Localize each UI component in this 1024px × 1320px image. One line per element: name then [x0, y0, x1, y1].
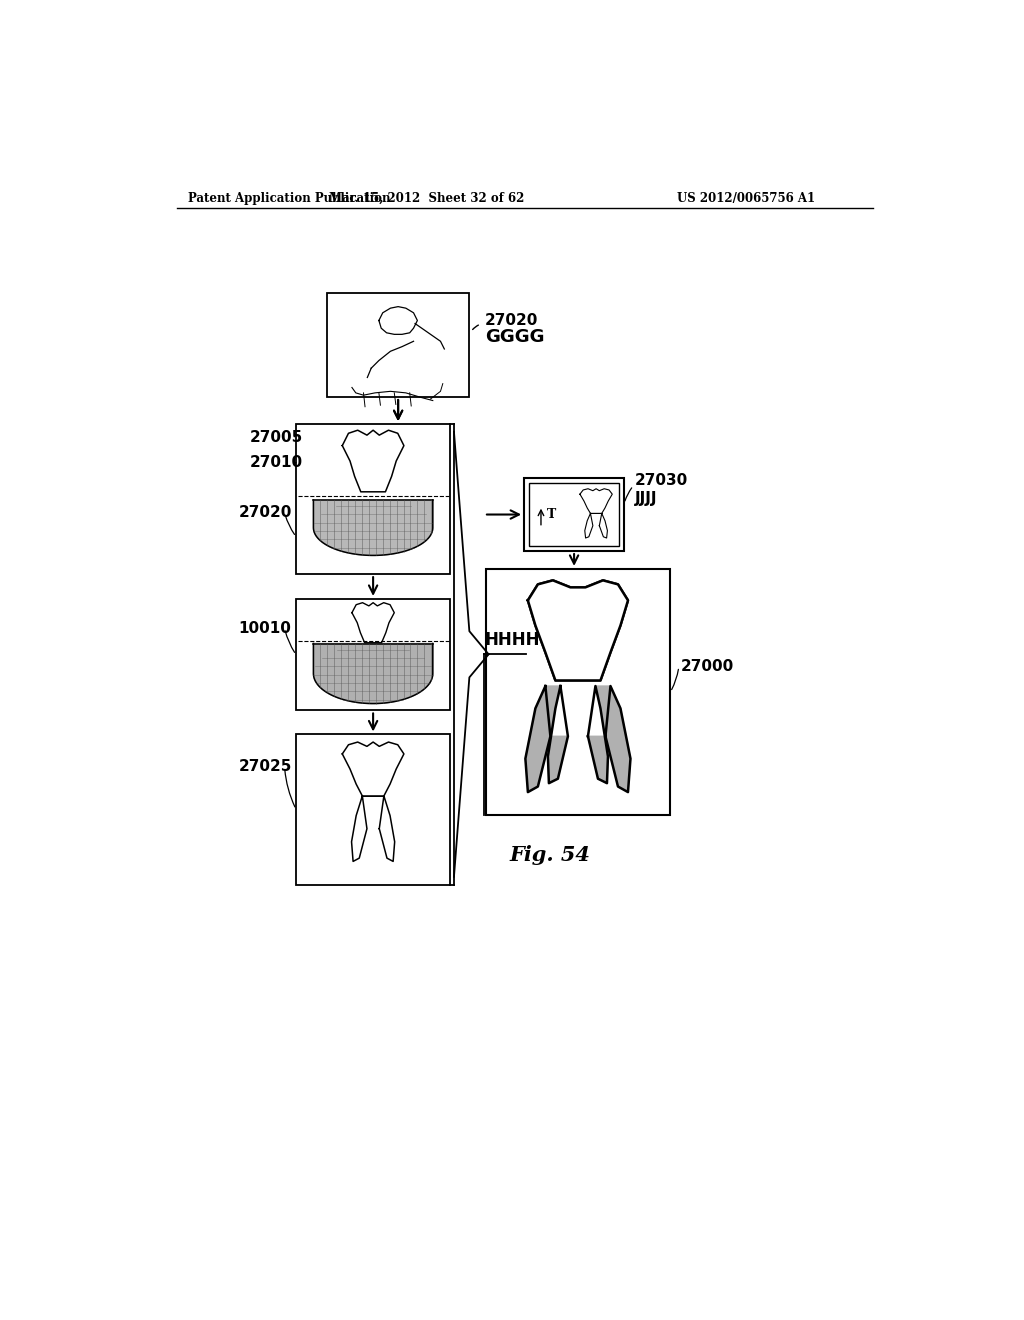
Polygon shape [580, 488, 612, 513]
Polygon shape [352, 603, 394, 643]
Polygon shape [525, 686, 568, 792]
Text: Mar. 15, 2012  Sheet 32 of 62: Mar. 15, 2012 Sheet 32 of 62 [330, 191, 524, 205]
Text: 27025: 27025 [239, 759, 292, 775]
Bar [485, 569, 671, 816]
Polygon shape [351, 796, 367, 862]
Polygon shape [313, 644, 433, 704]
Bar [529, 483, 618, 545]
Text: HHHH: HHHH [484, 631, 541, 649]
Polygon shape [585, 513, 593, 539]
Polygon shape [599, 513, 607, 539]
Bar [524, 478, 625, 552]
Bar [296, 734, 451, 884]
Text: 27000: 27000 [680, 659, 733, 675]
Text: GGGG: GGGG [484, 329, 545, 346]
Polygon shape [313, 500, 433, 556]
Polygon shape [342, 742, 403, 796]
Text: 27020: 27020 [484, 313, 539, 327]
Text: T: T [547, 508, 556, 521]
Text: 27020: 27020 [239, 506, 292, 520]
Text: 27005: 27005 [250, 429, 303, 445]
Text: JJJJ: JJJJ [635, 491, 657, 507]
Text: Patent Application Publication: Patent Application Publication [188, 191, 391, 205]
Text: US 2012/0065756 A1: US 2012/0065756 A1 [677, 191, 815, 205]
Polygon shape [379, 796, 394, 862]
Text: 27010: 27010 [250, 455, 303, 470]
Text: 27030: 27030 [635, 473, 688, 488]
Text: Fig. 54: Fig. 54 [510, 845, 591, 865]
Bar [296, 424, 451, 574]
Polygon shape [528, 581, 628, 681]
Bar [327, 293, 469, 397]
Text: 10010: 10010 [239, 620, 291, 636]
Polygon shape [342, 430, 403, 492]
Polygon shape [528, 581, 628, 681]
Polygon shape [588, 686, 631, 792]
Bar [296, 599, 451, 710]
